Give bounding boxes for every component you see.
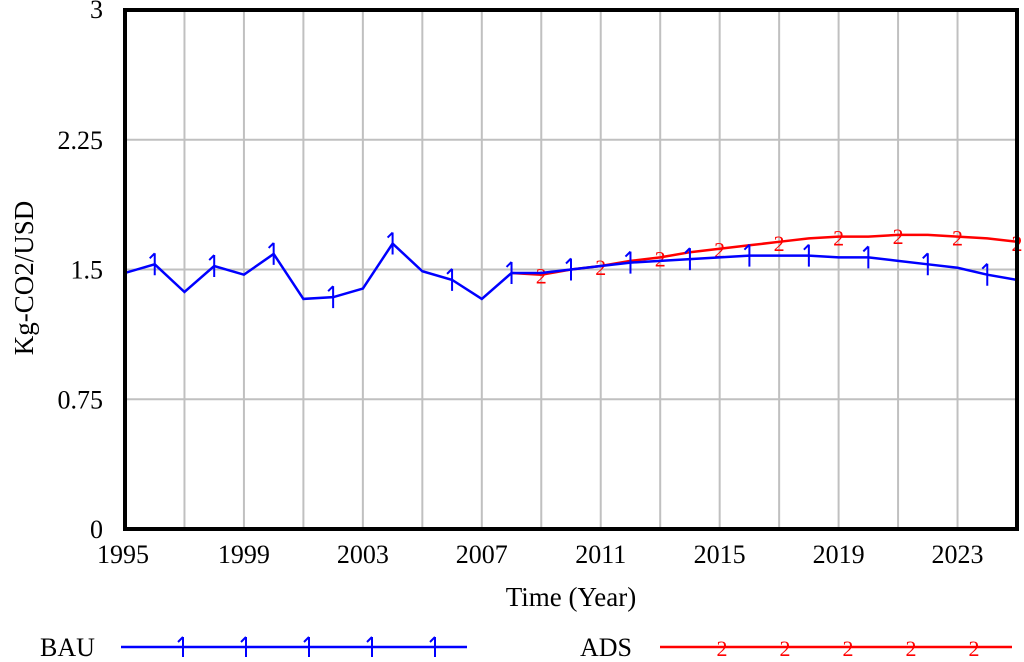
data-point-marker (922, 252, 929, 276)
legend-marker (303, 636, 310, 657)
legend-label: ADS (580, 633, 632, 662)
x-tick-label: 2003 (337, 540, 389, 569)
x-tick-label: 2023 (932, 540, 984, 569)
plot-frame (123, 8, 1019, 531)
legend-marker: 2 (969, 636, 980, 661)
y-tick-label: 0 (90, 515, 103, 544)
grid (125, 10, 1017, 529)
data-point-marker: 2 (714, 238, 725, 263)
legend-marker: 2 (717, 636, 728, 661)
legend: BAU ADS 2 2 2 2 2 (40, 633, 1012, 662)
legend-marker: 2 (780, 636, 791, 661)
x-tick-label: 1995 (97, 540, 149, 569)
data-point-marker: 2 (595, 255, 606, 280)
data-point-marker (981, 262, 989, 286)
data-point-marker: 2 (536, 264, 547, 289)
y-tick-label: 2.25 (58, 126, 104, 155)
data-point-marker (624, 250, 632, 274)
data-point-marker (505, 261, 513, 284)
series-bau (124, 231, 1018, 309)
data-point-marker (386, 231, 394, 255)
legend-marker (366, 636, 373, 657)
legend-marker (177, 636, 184, 657)
data-point-marker: 2 (893, 224, 904, 249)
tick-labels: 1995 1999 2003 2007 2011 2015 2019 2023 0 0.75 1.5… (58, 0, 984, 569)
data-point-marker: 2 (833, 226, 844, 251)
y-tick-label: 3 (90, 0, 103, 24)
legend-marker (429, 636, 436, 657)
legend-marker: 2 (906, 636, 917, 661)
x-tick-label: 1999 (218, 540, 270, 569)
data-point-marker (565, 257, 572, 281)
data-point-marker: 2 (774, 231, 785, 256)
y-tick-label: 1.5 (71, 256, 104, 285)
data-point-marker (267, 242, 275, 265)
data-point-marker (684, 247, 691, 271)
data-point-marker (149, 252, 156, 276)
x-axis-label: Time (Year) (506, 582, 637, 612)
legend-entry-ads: ADS 2 2 2 2 2 (580, 633, 1012, 662)
legend-marker (240, 636, 247, 657)
data-point-marker (862, 245, 870, 269)
data-point-marker (327, 285, 335, 309)
data-point-marker (803, 243, 810, 267)
data-point-marker (743, 243, 751, 267)
x-tick-label: 2015 (694, 540, 746, 569)
x-tick-label: 2019 (813, 540, 865, 569)
y-tick-label: 0.75 (58, 385, 104, 414)
x-tick-label: 2011 (575, 540, 626, 569)
data-point-marker: 2 (952, 226, 963, 251)
legend-marker: 2 (843, 636, 854, 661)
legend-entry-bau: BAU (40, 633, 467, 662)
y-axis-label: Kg-CO2/USD (9, 201, 39, 356)
data-point-marker: 2 (655, 246, 666, 271)
legend-label: BAU (40, 633, 95, 662)
data-point-marker (446, 268, 454, 291)
x-tick-label: 2007 (456, 540, 508, 569)
data-point-marker (208, 254, 216, 278)
